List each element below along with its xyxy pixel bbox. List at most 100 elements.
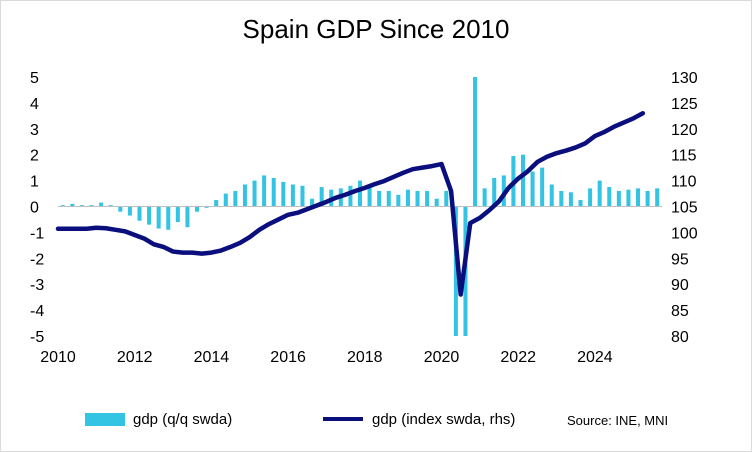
right-axis: 130 125 120 115 110 105 100 95 90 85 80 bbox=[671, 70, 698, 346]
right-tick-label: 95 bbox=[671, 251, 689, 268]
bar-mark bbox=[444, 190, 449, 207]
right-tick-label: 120 bbox=[671, 122, 698, 139]
bar-mark bbox=[425, 190, 430, 207]
bar-mark bbox=[626, 189, 631, 207]
bar-mark bbox=[89, 205, 94, 207]
source-note: Source: INE, MNI bbox=[567, 413, 669, 428]
bar-mark bbox=[540, 167, 545, 207]
bar-mark bbox=[348, 185, 353, 207]
bar-mark bbox=[588, 188, 593, 207]
left-tick-label: 2 bbox=[30, 148, 39, 165]
bar-mark bbox=[636, 188, 641, 207]
bar-mark bbox=[607, 187, 612, 207]
bar-mark bbox=[655, 188, 660, 207]
bar-mark bbox=[597, 180, 602, 207]
bar-mark bbox=[434, 198, 439, 207]
bar-mark bbox=[118, 206, 123, 212]
x-tick-label: 2016 bbox=[270, 349, 306, 366]
bar-mark bbox=[127, 206, 132, 216]
bar-mark bbox=[492, 178, 497, 207]
bar-mark bbox=[405, 189, 410, 207]
right-tick-label: 100 bbox=[671, 225, 698, 242]
left-tick-label: -3 bbox=[30, 277, 44, 294]
bar-mark bbox=[252, 180, 257, 207]
x-tick-label: 2018 bbox=[347, 349, 383, 366]
bar-mark bbox=[60, 205, 65, 207]
bar-mark bbox=[482, 188, 487, 207]
x-tick-label: 2010 bbox=[40, 349, 76, 366]
bar-mark bbox=[520, 154, 525, 207]
left-tick-label: 3 bbox=[30, 122, 39, 139]
bar-mark bbox=[223, 193, 228, 207]
bar-mark bbox=[415, 190, 420, 207]
bar-mark bbox=[367, 187, 372, 207]
right-tick-label: 125 bbox=[671, 96, 698, 113]
bar-mark bbox=[300, 185, 305, 207]
legend-line-swatch bbox=[323, 417, 363, 421]
right-tick-label: 115 bbox=[671, 148, 697, 165]
legend-bar-swatch bbox=[85, 413, 125, 426]
left-tick-label: -1 bbox=[30, 225, 44, 242]
bar-mark bbox=[99, 202, 104, 207]
bar-mark bbox=[290, 184, 295, 207]
bar-mark bbox=[70, 203, 75, 207]
x-axis: 2010 2012 2014 2016 2018 2020 2022 2024 bbox=[40, 349, 613, 366]
left-tick-label: -2 bbox=[30, 251, 44, 268]
index-line-series bbox=[55, 111, 646, 297]
bar-mark bbox=[559, 190, 564, 207]
bar-mark bbox=[185, 206, 190, 228]
left-tick-label: 5 bbox=[30, 70, 39, 87]
right-tick-label: 85 bbox=[671, 303, 689, 320]
x-tick-label: 2020 bbox=[424, 349, 460, 366]
bar-mark bbox=[137, 206, 142, 221]
left-tick-label: -4 bbox=[30, 303, 44, 320]
bar-mark bbox=[377, 190, 382, 207]
right-tick-label: 90 bbox=[671, 277, 689, 294]
bar-mark bbox=[233, 190, 238, 207]
x-tick-label: 2024 bbox=[577, 349, 613, 366]
bar-mark bbox=[453, 206, 458, 336]
bar-mark bbox=[616, 190, 621, 207]
left-tick-label: 4 bbox=[30, 96, 39, 113]
bar-mark bbox=[530, 171, 535, 207]
x-tick-label: 2012 bbox=[117, 349, 153, 366]
bar-mark bbox=[310, 198, 315, 207]
legend-bar-label: gdp (q/q swda) bbox=[133, 411, 233, 428]
legend-line-label: gdp (index swda, rhs) bbox=[372, 411, 516, 428]
bar-mark bbox=[147, 206, 152, 225]
bar-mark bbox=[108, 205, 113, 207]
right-tick-label: 80 bbox=[671, 329, 689, 346]
x-tick-label: 2014 bbox=[194, 349, 230, 366]
bar-mark bbox=[396, 194, 401, 207]
left-tick-label: 0 bbox=[30, 200, 39, 217]
bar-mark bbox=[281, 181, 286, 207]
left-tick-label: 1 bbox=[30, 174, 39, 191]
chart-title: Spain GDP Since 2010 bbox=[242, 14, 510, 44]
bar-mark bbox=[195, 206, 200, 212]
bar-mark bbox=[473, 77, 478, 207]
bar-mark bbox=[262, 175, 267, 207]
bar-mark bbox=[386, 190, 391, 207]
right-tick-label: 110 bbox=[671, 174, 697, 191]
x-tick-label: 2022 bbox=[500, 349, 536, 366]
bar-mark bbox=[578, 200, 583, 207]
left-tick-label: -5 bbox=[30, 329, 44, 346]
bar-mark bbox=[242, 184, 247, 207]
bar-mark bbox=[271, 178, 276, 207]
bar-mark bbox=[156, 206, 161, 229]
right-tick-label: 105 bbox=[671, 200, 698, 217]
bar-mark bbox=[175, 206, 180, 223]
bar-mark bbox=[204, 206, 209, 208]
bar-mark bbox=[166, 206, 171, 230]
bar-mark bbox=[214, 200, 219, 207]
bar-mark bbox=[79, 205, 84, 207]
bar-mark bbox=[319, 187, 324, 207]
bar-mark bbox=[357, 180, 363, 207]
right-tick-label: 130 bbox=[671, 70, 698, 87]
left-axis: 5 4 3 2 1 0 -1 -2 -3 -4 -5 bbox=[30, 70, 44, 346]
bar-mark bbox=[568, 192, 573, 207]
bar-mark bbox=[549, 184, 554, 207]
bar-mark bbox=[645, 190, 650, 207]
